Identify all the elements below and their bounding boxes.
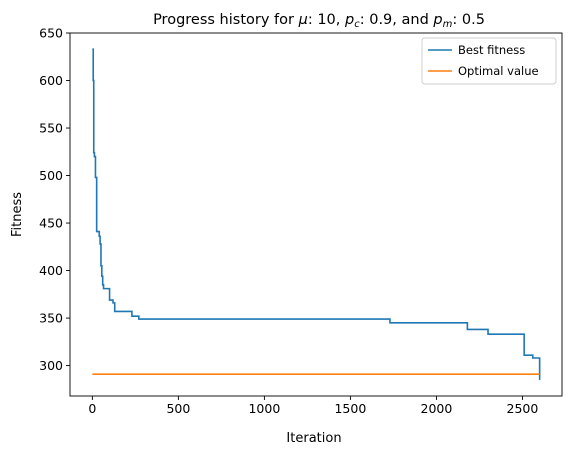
y-tick-label: 350 xyxy=(39,311,63,326)
y-tick-label: 300 xyxy=(39,358,63,373)
y-tick-label: 500 xyxy=(39,168,63,183)
x-axis-label: Iteration xyxy=(286,431,341,446)
y-tick-label: 650 xyxy=(39,26,63,41)
x-tick-label: 0 xyxy=(88,401,96,416)
y-tick-label: 450 xyxy=(39,216,63,231)
y-tick-label: 400 xyxy=(39,263,63,278)
legend-label-0: Best fitness xyxy=(458,43,525,57)
x-tick-label: 1000 xyxy=(248,401,280,416)
title-part-8: : 0.5 xyxy=(452,12,485,28)
title-part-3: p xyxy=(344,12,354,28)
legend: Best fitness Optimal value xyxy=(422,38,556,84)
title-part-7: m xyxy=(443,19,453,30)
y-tick-label: 550 xyxy=(39,121,63,136)
title-part-5: : 0.9, and xyxy=(360,12,434,28)
y-axis-label: Fitness xyxy=(10,192,25,237)
x-tick-label: 2500 xyxy=(507,401,539,416)
legend-label-1: Optimal value xyxy=(458,64,539,78)
y-tick-label: 600 xyxy=(39,73,63,88)
title-part-2: : 10, xyxy=(308,12,345,28)
chart-title: Progress history for μ: 10, pc: 0.9, and… xyxy=(153,12,485,30)
title-part-0: Progress history for xyxy=(153,12,299,28)
title-part-1: μ xyxy=(298,12,308,28)
x-tick-label: 2000 xyxy=(421,401,453,416)
x-tick-label: 1500 xyxy=(334,401,366,416)
title-part-6: p xyxy=(432,12,442,28)
x-tick-label: 500 xyxy=(166,401,190,416)
